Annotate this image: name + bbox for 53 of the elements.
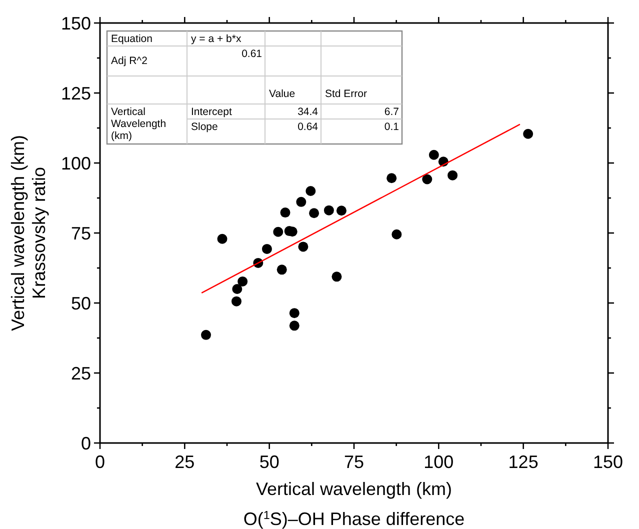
y-tick-label: 125 xyxy=(60,83,91,104)
y-tick-label: 100 xyxy=(60,153,91,174)
point xyxy=(298,242,308,252)
point xyxy=(336,206,346,216)
point xyxy=(232,284,242,294)
annotation: Adj R^2 xyxy=(111,55,148,67)
annotation: Value xyxy=(269,88,296,100)
y-tick-label: 150 xyxy=(60,13,91,34)
point xyxy=(262,244,272,254)
x-tick-label: 75 xyxy=(344,452,364,472)
annotation: 0.64 xyxy=(298,121,318,133)
point xyxy=(428,150,439,160)
point xyxy=(289,320,300,331)
point xyxy=(238,276,248,286)
x-axis-title: Vertical wavelength (km) O($^{1}$S)–OH Phase difference xyxy=(243,479,465,529)
y-axis-title: Vertical wavelength (km) Krassovsky ratio xyxy=(8,134,49,332)
point xyxy=(273,226,284,237)
point xyxy=(332,272,342,282)
point xyxy=(201,330,212,340)
y-tick-label: 0 xyxy=(80,433,91,454)
annotation: 0.61 xyxy=(242,48,262,60)
point xyxy=(289,308,300,318)
point xyxy=(392,229,402,240)
y-tick-label: 50 xyxy=(70,293,91,314)
point xyxy=(309,208,320,218)
point xyxy=(280,208,290,218)
y-tick-label: 25 xyxy=(70,363,91,384)
point xyxy=(296,196,306,207)
annotation: y = a + b*x xyxy=(191,33,242,45)
x-tick-label: 150 xyxy=(592,452,624,472)
annotation: 6.7 xyxy=(384,106,400,118)
annotation: 34.4 xyxy=(298,106,318,118)
annotation: Slope xyxy=(191,121,218,133)
point xyxy=(324,205,334,216)
x-tick-label: 125 xyxy=(508,452,538,472)
x-tick-label: 25 xyxy=(174,452,195,472)
x-tick-label: 100 xyxy=(424,452,454,472)
annotation: Intercept xyxy=(191,106,232,118)
y-tick-label: 75 xyxy=(70,223,91,244)
annotation: Equation xyxy=(111,33,153,45)
point xyxy=(523,128,534,139)
point xyxy=(276,264,287,275)
annotation: 0.1 xyxy=(384,121,400,133)
point xyxy=(386,173,397,184)
x-tick-label: 50 xyxy=(259,452,280,472)
point xyxy=(217,234,228,244)
annotation: Vertical Wavelength (km) xyxy=(111,106,166,142)
point xyxy=(231,296,242,306)
annotation: Std Error xyxy=(325,88,368,100)
point xyxy=(422,174,432,184)
point xyxy=(448,170,458,180)
x-tick-label: 0 xyxy=(94,452,106,472)
point xyxy=(306,186,316,196)
